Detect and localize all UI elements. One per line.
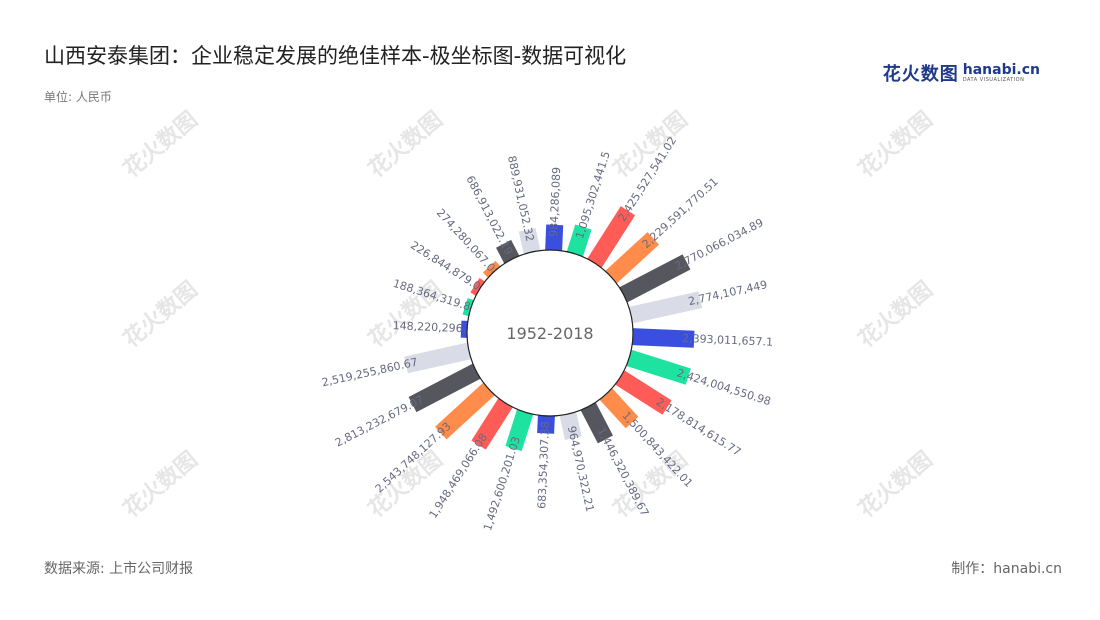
brand-logo: 花火数图 hanabi.cn DATA VISUALIZATION xyxy=(883,60,1040,86)
watermark-text: 花火数图 xyxy=(118,446,202,522)
bar-value-label: 2,393,011,657.1 xyxy=(682,332,773,349)
maker-credit: 制作：hanabi.cn xyxy=(951,561,1062,577)
watermark-text: 花火数图 xyxy=(853,446,937,522)
bar-value-label: 889,931,052.32 xyxy=(505,154,537,242)
bar-value-label: 964,970,322.21 xyxy=(565,425,597,513)
page-title: 山西安泰集团：企业稳定发展的绝佳样本-极坐标图-数据可视化 xyxy=(44,44,627,68)
watermark-text: 花火数图 xyxy=(853,276,937,352)
bar-value-label: 2,813,232,679.07 xyxy=(333,393,426,450)
logo-en-block: hanabi.cn DATA VISUALIZATION xyxy=(963,63,1040,84)
watermark-text: 花火数图 xyxy=(118,106,202,182)
bar-value-label: 2,229,591,770.51 xyxy=(640,175,721,251)
bar-value-label: 984,286,089 xyxy=(547,167,563,237)
bar-value-label: 2,519,255,860.67 xyxy=(321,355,419,389)
bar-value-label: 1,492,600,201.03 xyxy=(481,435,523,532)
bar-value-label: 2,774,107,449 xyxy=(687,278,768,308)
bar-value-label: 148,220,296.1 xyxy=(392,319,473,335)
watermark-text: 花火数图 xyxy=(853,106,937,182)
watermark-text: 花火数图 xyxy=(118,276,202,352)
logo-en-text: hanabi.cn xyxy=(962,61,1040,78)
bar-value-label: 2,770,066,034.89 xyxy=(673,216,766,273)
bar-value-label: 683,354,307.38 xyxy=(535,421,552,509)
unit-label: 单位: 人民币 xyxy=(44,90,112,104)
logo-cn-text: 花火数图 xyxy=(882,64,959,85)
bar-value-label: 2,424,004,550.98 xyxy=(675,366,772,408)
watermark-text: 花火数图 xyxy=(363,106,447,182)
center-label: 1952-2018 xyxy=(506,324,593,343)
logo-sub-text: DATA VISUALIZATION xyxy=(962,76,1025,83)
center-circle xyxy=(466,249,634,417)
data-source: 数据来源: 上市公司财报 xyxy=(44,561,194,577)
bar-value-label: 1,095,302,441.5 xyxy=(573,150,613,241)
